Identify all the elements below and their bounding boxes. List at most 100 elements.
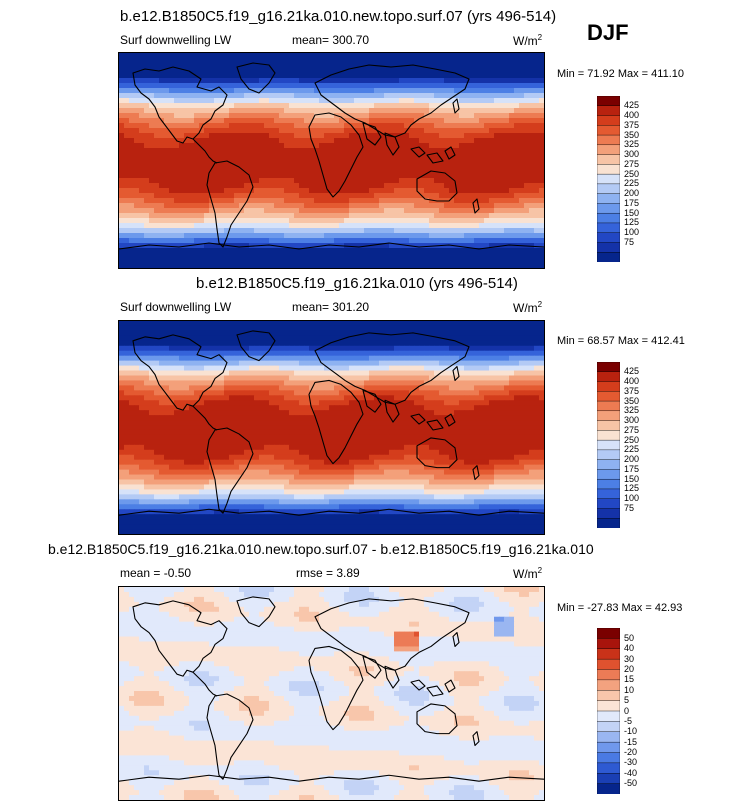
panel3-rmse: rmse = 3.89	[296, 566, 360, 580]
coastline	[426, 152, 444, 164]
coastline-layer	[119, 62, 544, 250]
coastline	[308, 645, 364, 731]
panel1-variable: Surf downwelling LW	[120, 33, 232, 47]
colorbar-box	[597, 173, 620, 185]
coastline	[416, 703, 458, 735]
coastline	[206, 160, 254, 248]
panel3-colorbar: 50 40 30 20 15 10 5 0 -5 -10 -15 -20 -30 -40 -50	[597, 628, 657, 794]
coastline	[362, 389, 382, 413]
coastline	[206, 693, 254, 780]
coastline	[384, 132, 400, 156]
colorbar-tick-label: -5	[624, 715, 633, 726]
colorbar-tick-label: 425	[624, 366, 640, 377]
colorbar-box	[597, 232, 620, 243]
colorbar-tick-label: 100	[624, 493, 640, 504]
colorbar-box	[597, 518, 620, 528]
panel2-mean: mean= 301.20	[292, 300, 370, 314]
panel3-map	[118, 586, 545, 801]
field-layer	[119, 587, 544, 800]
panel2-units: W/m2	[513, 300, 543, 315]
colorbar-tick-label: 10	[624, 684, 635, 695]
panel1-map	[118, 52, 545, 269]
colorbar-box	[597, 212, 620, 224]
colorbar-box	[597, 381, 620, 392]
colorbar-box	[597, 658, 620, 671]
coastline	[426, 685, 444, 697]
colorbar-tick-label: 150	[624, 207, 640, 218]
colorbar-tick-label: 250	[624, 434, 640, 445]
colorbar-tick-label: 350	[624, 129, 640, 140]
coastline-layer	[119, 330, 544, 516]
colorbar-tick-label: 175	[624, 463, 640, 474]
coastline	[236, 62, 276, 94]
colorbar-box	[597, 690, 620, 702]
coastline	[236, 330, 276, 362]
colorbar-box	[597, 508, 620, 519]
colorbar-tick-label: 300	[624, 415, 640, 426]
colorbar-box	[597, 721, 620, 733]
colorbar-box	[597, 371, 620, 383]
coastline	[192, 671, 218, 697]
colorbar-box	[597, 773, 620, 785]
season-label: DJF	[587, 20, 629, 45]
colorbar-tick-label: 75	[624, 236, 635, 247]
coastline	[314, 332, 470, 405]
colorbar-svg	[597, 96, 620, 262]
colorbar-box	[597, 242, 620, 253]
colorbar-svg	[597, 628, 620, 794]
colorbar-tick-label: 325	[624, 139, 640, 150]
panel2-map-svg	[119, 321, 544, 534]
colorbar-tick-label: 125	[624, 217, 640, 228]
colorbar-tick-label: 200	[624, 188, 640, 199]
colorbar-box	[597, 669, 620, 681]
colorbar-box	[597, 410, 620, 422]
coastline	[452, 98, 460, 114]
panel1-mean: mean= 300.70	[292, 33, 370, 47]
coastline	[119, 508, 544, 516]
colorbar-tick-label: 400	[624, 376, 640, 387]
coastline	[452, 366, 460, 381]
coastline	[410, 146, 426, 158]
colorbar-tick-label: 100	[624, 227, 640, 238]
colorbar-tick-label: 375	[624, 119, 640, 130]
colorbar-box	[597, 439, 620, 451]
coastline	[416, 170, 458, 202]
colorbar-tick-label: 425	[624, 100, 640, 111]
panel3-map-svg	[119, 587, 544, 800]
colorbar-tick-label: 275	[624, 424, 640, 435]
colorbar-tick-label: 5	[624, 695, 630, 706]
colorbar-box	[597, 469, 620, 480]
panel3-units: W/m2	[513, 566, 543, 581]
panel3-mean: mean = -0.50	[120, 566, 192, 580]
colorbar-box	[597, 648, 620, 660]
coastline	[444, 146, 456, 160]
colorbar-svg	[597, 362, 620, 528]
coastline	[426, 419, 444, 431]
colorbar-box	[597, 391, 620, 402]
colorbar-tick-label: 15	[624, 674, 635, 685]
coastline	[119, 774, 544, 782]
coastline	[192, 138, 218, 164]
colorbar-tick-label: 125	[624, 483, 640, 494]
colorbar-tick-label: 300	[624, 149, 640, 160]
colorbar-box	[597, 762, 620, 774]
colorbar-box	[597, 710, 620, 722]
colorbar-box	[597, 488, 620, 500]
colorbar-tick-label: -15	[624, 736, 638, 747]
coastline	[206, 427, 254, 514]
colorbar-box	[597, 203, 620, 214]
colorbar-box	[597, 430, 620, 441]
panel2-title: b.e12.B1850C5.f19_g16.21ka.010 (yrs 496-…	[196, 275, 518, 292]
coastline	[308, 379, 364, 465]
colorbar-tick-label: 325	[624, 405, 640, 416]
colorbar-box	[597, 362, 620, 373]
colorbar-box	[597, 679, 620, 691]
colorbar-tick-label: 250	[624, 168, 640, 179]
colorbar-tick-label: 75	[624, 502, 635, 513]
field-layer	[119, 321, 544, 534]
colorbar-tick-label: -10	[624, 726, 638, 737]
coastline	[132, 66, 228, 144]
colorbar-box	[597, 459, 620, 470]
coastline	[308, 112, 364, 198]
colorbar-box	[597, 125, 620, 136]
